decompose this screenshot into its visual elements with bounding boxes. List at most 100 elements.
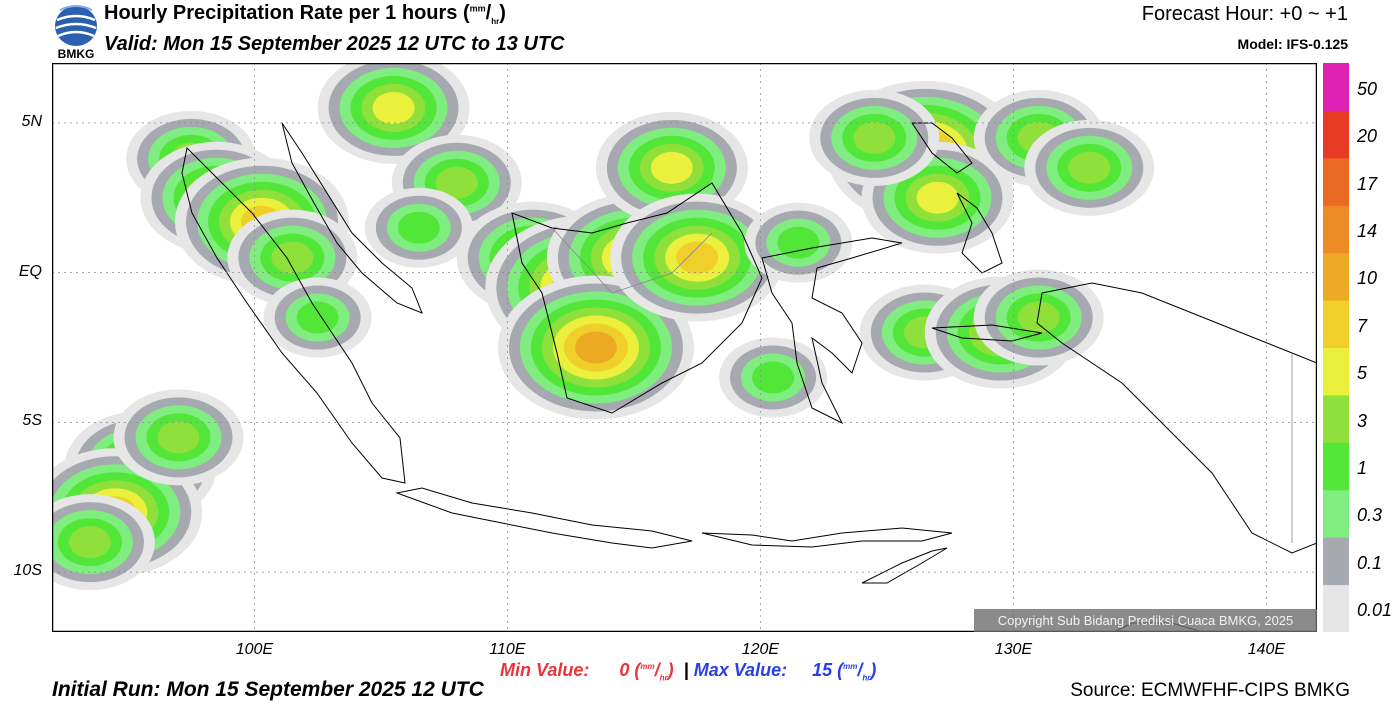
model-name: Model: IFS-0.125 — [1237, 36, 1348, 52]
title-unit-num: mm — [469, 3, 486, 14]
precip-cell — [809, 89, 940, 186]
coastline-sumatra — [181, 146, 406, 484]
legend-swatch-17 — [1323, 157, 1349, 206]
legend-swatch-20 — [1323, 110, 1349, 159]
precip-cell — [973, 269, 1104, 366]
legend-label-20: 20 — [1357, 126, 1378, 147]
coastline-timor — [861, 547, 948, 584]
title-main: Hourly Precipitation Rate per 1 hours ( — [104, 2, 470, 24]
logo-text: BMKG — [58, 47, 95, 60]
border-borneo — [551, 227, 713, 294]
legend-swatch-5 — [1323, 347, 1349, 396]
legend-label-0.01: 0.01 — [1357, 600, 1393, 621]
precip-cell — [719, 337, 828, 418]
color-legend — [1323, 63, 1349, 632]
max-label: Max Value: — [693, 660, 788, 680]
coastline-papua — [1036, 282, 1317, 554]
legend-label-0.3: 0.3 — [1357, 505, 1383, 526]
precip-cell — [263, 277, 372, 358]
min-unit-den: hr — [659, 673, 668, 683]
coastline-mindanao — [911, 122, 973, 174]
forecast-hour: Forecast Hour: +0 ~ +1 — [1141, 3, 1348, 25]
precip-contour — [397, 211, 440, 244]
lon-tick-130E: 130E — [994, 641, 1033, 658]
stats-separator: | — [683, 660, 689, 680]
coastline-sulawesi — [761, 237, 903, 425]
lat-tick-5N: 5N — [21, 112, 42, 130]
legend-label-0.1: 0.1 — [1357, 552, 1383, 573]
legend-swatch-1 — [1323, 442, 1349, 491]
precip-cell — [52, 494, 155, 591]
precip-contour — [271, 241, 314, 274]
lon-tick-100E: 100E — [235, 641, 274, 658]
coastline-seram — [931, 324, 1043, 342]
legend-label-50: 50 — [1357, 78, 1378, 99]
coastline-halmahera — [956, 192, 1003, 274]
legend-label-14: 14 — [1357, 220, 1378, 241]
min-label: Min Value: — [500, 660, 590, 680]
precip-cell — [1024, 119, 1155, 216]
precip-contour — [574, 331, 617, 364]
coastline-lesser-sunda — [701, 527, 953, 548]
legend-swatch-0.3 — [1323, 489, 1349, 538]
legend-swatch-10 — [1323, 252, 1349, 301]
data-source: Source: ECMWFHF-CIPS BMKG — [1070, 680, 1350, 701]
precipitation-map — [52, 63, 1317, 632]
precip-contour — [157, 421, 200, 454]
legend-label-3: 3 — [1357, 410, 1368, 431]
precip-contour — [676, 241, 719, 274]
precip-contour — [777, 226, 820, 259]
max-value: 15 — [812, 660, 833, 680]
legend-label-5: 5 — [1357, 363, 1368, 384]
precip-contour — [1068, 151, 1111, 184]
min-value: 0 — [619, 660, 630, 680]
precip-contour — [1017, 301, 1060, 334]
initial-run: Initial Run: Mon 15 September 2025 12 UT… — [52, 678, 484, 701]
min-max-stats: Min Value: 0 (mm/hr) | Max Value: 15 (mm… — [500, 660, 877, 683]
chart-title: Hourly Precipitation Rate per 1 hours (m… — [104, 2, 506, 26]
coastline-malaya — [281, 122, 423, 314]
bmkg-logo: BMKG — [55, 5, 97, 60]
copyright-notice: Copyright Sub Bidang Prediksi Cuaca BMKG… — [974, 609, 1317, 632]
legend-swatch-3 — [1323, 394, 1349, 443]
precip-cell — [364, 187, 473, 268]
map-frame — [52, 63, 1317, 632]
precip-contour — [372, 91, 415, 124]
precip-cell — [610, 193, 785, 322]
precip-contour — [650, 151, 693, 184]
coastline-borneo — [511, 182, 763, 414]
graticule — [52, 63, 1317, 632]
legend-swatch-0.01 — [1323, 584, 1349, 632]
max-unit-num: mm — [843, 662, 858, 671]
coastline-java — [395, 487, 693, 549]
title-unit-sep: / — [485, 2, 492, 24]
precip-contour — [752, 361, 795, 394]
valid-time: Valid: Mon 15 September 2025 12 UTC to 1… — [104, 33, 565, 55]
lat-tick-EQ: EQ — [18, 262, 42, 280]
precip-contour — [853, 121, 896, 154]
precipitation-layer — [52, 63, 1155, 591]
precip-cell — [113, 389, 244, 486]
precip-contour — [296, 301, 339, 334]
title-unit-den: hr — [491, 17, 500, 26]
legend-swatch-14 — [1323, 205, 1349, 254]
legend-swatch-50 — [1323, 63, 1349, 111]
lon-tick-110E: 110E — [489, 641, 526, 658]
precip-contour — [435, 166, 478, 199]
max-unit-den: hr — [862, 673, 871, 683]
lon-tick-120E: 120E — [741, 641, 780, 658]
legend-label-10: 10 — [1357, 268, 1378, 289]
legend-label-7: 7 — [1357, 315, 1368, 336]
legend-label-17: 17 — [1357, 173, 1378, 194]
lon-tick-140E: 140E — [1247, 641, 1286, 658]
coastline-layer — [181, 122, 1317, 632]
title-close: ) — [499, 2, 506, 24]
lat-tick-5S: 5S — [22, 412, 42, 430]
lat-tick-10S: 10S — [13, 562, 42, 580]
precip-contour — [68, 526, 111, 559]
legend-swatch-0.1 — [1323, 537, 1349, 586]
min-unit-num: mm — [640, 662, 655, 671]
legend-label-1: 1 — [1357, 458, 1368, 479]
legend-swatch-7 — [1323, 300, 1349, 348]
precip-cell — [744, 202, 853, 283]
